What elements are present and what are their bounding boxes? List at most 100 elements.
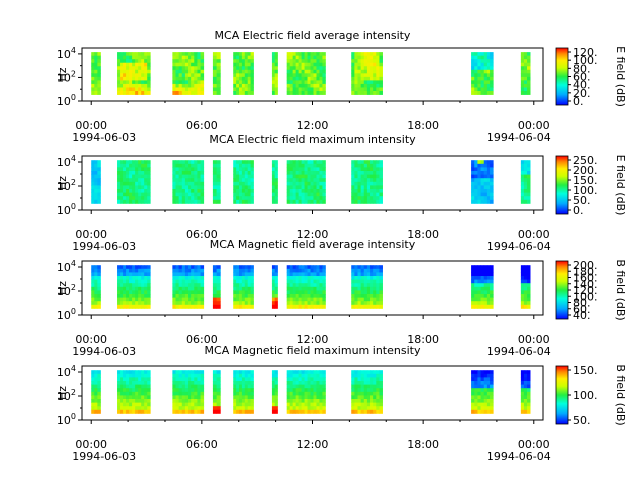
y-tick-label: 104 — [57, 259, 76, 274]
y-tick-label: 102 — [57, 69, 76, 84]
x-tick-label: 00:00 — [75, 119, 107, 132]
colorbar: 150. 100. 50. B field (dB) — [555, 364, 627, 427]
x-tick-label: 00:00 — [518, 333, 550, 346]
y-tick-label: 100 — [57, 93, 76, 108]
spectrogram-block — [172, 52, 205, 95]
spectrogram-block — [172, 160, 205, 204]
x-date-label: 1994-06-03 — [72, 345, 136, 358]
spectrogram-block — [91, 370, 101, 414]
colorbar-tick-label: 250. — [573, 154, 598, 167]
x-tick-label: 18:00 — [407, 333, 439, 346]
colorbar-tick-label: 200. — [573, 164, 598, 177]
spectrogram-block — [520, 370, 531, 414]
spectrogram-block — [351, 265, 383, 309]
colorbar-tick-label: 60. — [573, 71, 591, 84]
colorbar-tick-label: 60. — [573, 303, 591, 316]
y-axis-label: Hz — [56, 176, 69, 190]
colorbar-tick-label: 150. — [573, 174, 598, 187]
spectrogram-panel: MCA Magnetic field average intensity 104 1… — [56, 238, 627, 358]
x-tick-label: 06:00 — [186, 228, 218, 241]
x-tick-label: 00:00 — [75, 228, 107, 241]
spectrogram-block — [117, 370, 151, 414]
colorbar: 200.180.160.140.120.100.80.60.40. B field… — [555, 259, 627, 322]
spectrogram-block — [117, 160, 151, 204]
colorbar-tick-label: 100. — [573, 54, 598, 67]
spectrogram-panel: MCA Electric field average intensity 104 1… — [56, 29, 627, 144]
y-tick-label: 104 — [57, 364, 76, 379]
y-axis-label: Hz — [56, 386, 69, 400]
colorbar-label: B field (dB) — [614, 259, 627, 320]
y-tick-label: 100 — [57, 307, 76, 322]
panel-title: MCA Electric field average intensity — [215, 29, 411, 42]
colorbar-tick-label: 40. — [573, 79, 591, 92]
x-tick-label: 00:00 — [518, 228, 550, 241]
spectrogram-block — [286, 265, 326, 309]
spectrogram-block — [286, 160, 326, 204]
colorbar-tick-label: 100. — [573, 290, 598, 303]
colorbar: 120.100.80.60.40.20.0. E field (dB) — [555, 46, 627, 108]
spectrogram-block — [233, 52, 254, 95]
spectrogram-block — [212, 370, 221, 414]
colorbar-tick-label: 150. — [573, 364, 598, 377]
colorbar-label: B field (dB) — [614, 364, 627, 425]
colorbar-tick-label: 140. — [573, 278, 598, 291]
colorbar-tick-label: 120. — [573, 46, 598, 59]
panel-title: MCA Magnetic field average intensity — [210, 238, 416, 251]
spectrogram-block — [212, 160, 221, 204]
spectrogram-block — [520, 52, 531, 95]
spectrogram-block — [91, 160, 101, 204]
x-tick-label: 06:00 — [186, 333, 218, 346]
spectrogram-block — [471, 370, 494, 414]
y-axis-label: Hz — [56, 281, 69, 295]
colorbar-tick-label: 120. — [573, 284, 598, 297]
spectrogram-block — [233, 160, 254, 204]
spectrogram-block — [271, 265, 278, 309]
x-tick-label: 12:00 — [297, 333, 329, 346]
x-tick-label: 00:00 — [75, 438, 107, 451]
spectrogram-block — [91, 52, 101, 95]
x-tick-label: 18:00 — [407, 119, 439, 132]
x-tick-label: 06:00 — [186, 438, 218, 451]
x-tick-label: 12:00 — [297, 119, 329, 132]
x-date-label: 1994-06-03 — [72, 131, 136, 144]
spectrogram-block — [351, 370, 383, 414]
colorbar: 250.200.150.100.50.0. E field (dB) — [555, 154, 627, 217]
colorbar-tick-label: 80. — [573, 62, 591, 75]
spectrogram-panel: MCA Electric field maximum intensity 104 1… — [56, 133, 627, 253]
spectrogram-block — [471, 265, 494, 309]
y-tick-label: 100 — [57, 202, 76, 217]
x-date-label: 1994-06-03 — [72, 240, 136, 253]
colorbar-tick-label: 80. — [573, 297, 591, 310]
spectrogram-block — [172, 265, 205, 309]
spectrogram-block — [520, 265, 531, 309]
colorbar-tick-label: 40. — [573, 309, 591, 322]
x-date-label: 1994-06-04 — [487, 240, 551, 253]
y-tick-label: 100 — [57, 412, 76, 427]
colorbar-tick-label: 100. — [573, 389, 598, 402]
x-tick-label: 12:00 — [297, 438, 329, 451]
x-tick-label: 06:00 — [186, 119, 218, 132]
colorbar-tick-label: 20. — [573, 87, 591, 100]
spectrogram-panel: MCA Magnetic field maximum intensity 104 1… — [56, 344, 627, 463]
spectrogram-block — [271, 370, 278, 414]
x-tick-label: 18:00 — [407, 438, 439, 451]
colorbar-tick-label: 100. — [573, 184, 598, 197]
spectrogram-block — [233, 265, 254, 309]
spectrogram-block — [520, 160, 531, 204]
x-tick-label: 00:00 — [518, 119, 550, 132]
spectrogram-block — [117, 52, 151, 95]
spectrogram-block — [117, 265, 151, 309]
colorbar-tick-label: 200. — [573, 259, 598, 272]
panel-title: MCA Magnetic field maximum intensity — [205, 344, 421, 357]
colorbar-tick-label: 0. — [573, 204, 584, 217]
y-tick-label: 104 — [57, 46, 76, 61]
x-tick-label: 00:00 — [75, 333, 107, 346]
panel-title: MCA Electric field maximum intensity — [209, 133, 416, 146]
spectrogram-block — [351, 160, 383, 204]
colorbar-tick-label: 180. — [573, 265, 598, 278]
spectrogram-block — [172, 370, 205, 414]
colorbar-tick-label: 50. — [573, 414, 591, 427]
y-tick-label: 104 — [57, 154, 76, 169]
colorbar-label: E field (dB) — [614, 155, 627, 216]
spectrogram-block — [271, 160, 278, 204]
